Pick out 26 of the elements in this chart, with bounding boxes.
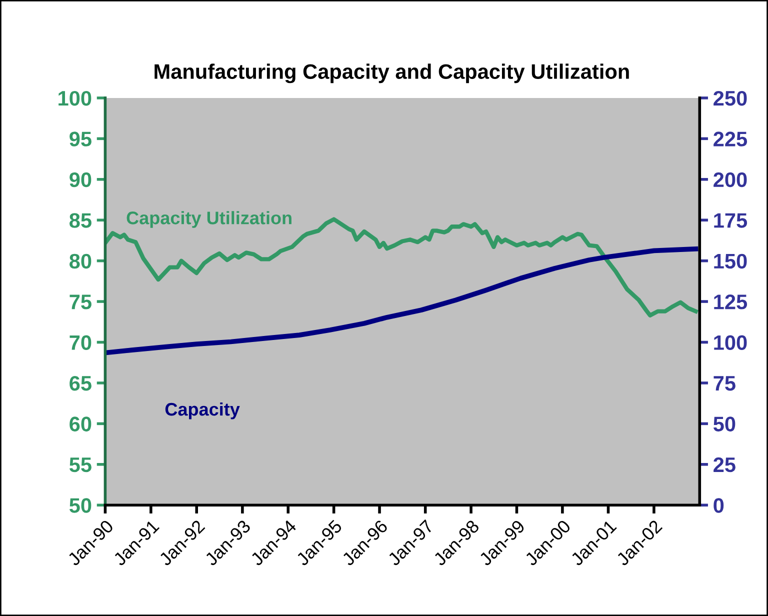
y2-tick-label: 25 [714, 457, 736, 472]
y2-tick-label: 125 [714, 294, 748, 310]
y2-tick-label: 75 [714, 376, 736, 391]
y2-tick-label: 0 [714, 498, 724, 513]
y-tick-label: 65 [70, 376, 92, 391]
y-tick-label: 85 [70, 213, 92, 228]
y-tick-label: 90 [70, 172, 92, 188]
y-tick-label: 75 [70, 294, 92, 310]
y-tick-label: 95 [70, 132, 92, 146]
y-tick-label: 100 [58, 90, 92, 106]
line-series [105, 246, 698, 356]
y-tick-label: 50 [69, 498, 92, 513]
y-tick-label: 60 [70, 416, 92, 432]
y2-tick-label: 225 [714, 132, 748, 146]
y2-tick-label: 250 [714, 90, 747, 106]
series-label: Capacity Utilization [126, 211, 292, 228]
y-tick-label: 70 [70, 335, 92, 350]
chart-title: Manufacturing Capacity and Capacity Utilization [154, 64, 629, 84]
text: Capacity [165, 402, 240, 420]
y2-tick-label: 100 [714, 335, 747, 350]
y2-tick-label: 200 [714, 172, 747, 188]
y2-tick-label: 150 [714, 254, 747, 269]
y2-tick-label: 50 [713, 416, 736, 432]
y2-tick-label: 175 [714, 213, 748, 228]
y-tick-label: 80 [70, 254, 92, 269]
y-tick-label: 55 [69, 458, 92, 472]
